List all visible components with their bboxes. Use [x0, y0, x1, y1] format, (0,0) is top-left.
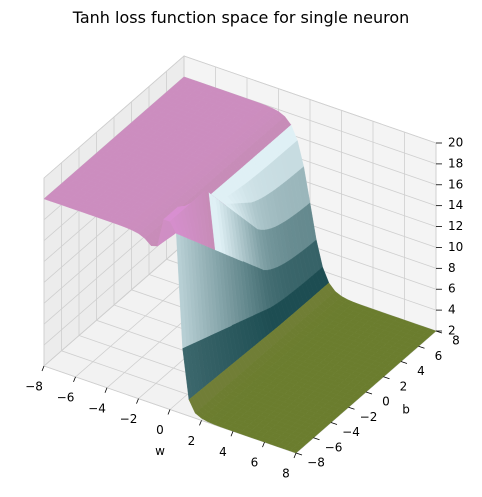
x-tick	[293, 452, 297, 459]
loss-surface	[43, 76, 437, 454]
z-tick-label: 6	[448, 282, 456, 296]
y-tick-label: 6	[435, 349, 443, 363]
x-tick	[104, 387, 108, 393]
x-tick-label: 0	[156, 423, 164, 437]
x-tick-label: −2	[120, 412, 138, 426]
y-tick	[365, 391, 373, 395]
x-tick	[136, 398, 139, 404]
z-tick-label: 18	[448, 156, 463, 170]
x-tick-label: 2	[188, 434, 196, 448]
y-tick-label: 2	[400, 379, 408, 393]
chart-title: Tanh loss function space for single neur…	[72, 8, 410, 27]
x-tick-label: −6	[57, 390, 75, 404]
y-tick-label: 4	[417, 364, 425, 378]
y-tick-label: −8	[307, 456, 325, 470]
z-tick-label: 16	[448, 177, 463, 191]
z-grid-line	[43, 55, 437, 179]
x-tick	[73, 376, 76, 383]
z-tick-label: 4	[448, 303, 456, 317]
x-tick-label: 6	[251, 456, 259, 470]
y-tick-label: −2	[360, 410, 378, 424]
x-tick-label: −4	[88, 401, 106, 415]
y-tick	[348, 406, 355, 410]
x-tick-label: −8	[25, 380, 43, 394]
surface-cell	[289, 447, 300, 454]
y-tick	[400, 361, 408, 364]
surface-cell	[169, 218, 181, 236]
x-tick	[262, 441, 265, 448]
y-tick-label: −6	[325, 440, 343, 454]
y-tick	[330, 422, 338, 425]
x-tick	[41, 365, 45, 372]
y-axis-label: b	[402, 403, 410, 417]
z-tick-label: 2	[448, 324, 456, 338]
y-tick-label: 0	[382, 395, 390, 409]
axes: −8−6−4−202468−8−6−4−20246824681012141618…	[25, 136, 463, 481]
z-tick-label: 14	[448, 198, 463, 212]
z-tick-label: 10	[448, 240, 463, 254]
y-tick	[295, 452, 303, 456]
z-tick-label: 8	[448, 261, 456, 275]
y-tick	[313, 437, 320, 441]
y-tick-label: −4	[342, 425, 360, 439]
x-tick	[230, 431, 234, 437]
z-tick-label: 12	[448, 219, 463, 233]
x-tick-label: 4	[219, 445, 227, 459]
z-tick-label: 20	[448, 136, 463, 150]
y-tick	[383, 376, 390, 380]
y-tick	[418, 345, 425, 349]
x-axis-label: w	[155, 444, 165, 458]
x-tick	[199, 420, 202, 426]
x-tick-label: 8	[282, 467, 290, 481]
x-tick	[167, 409, 171, 415]
y-tick-label: 8	[452, 334, 460, 348]
